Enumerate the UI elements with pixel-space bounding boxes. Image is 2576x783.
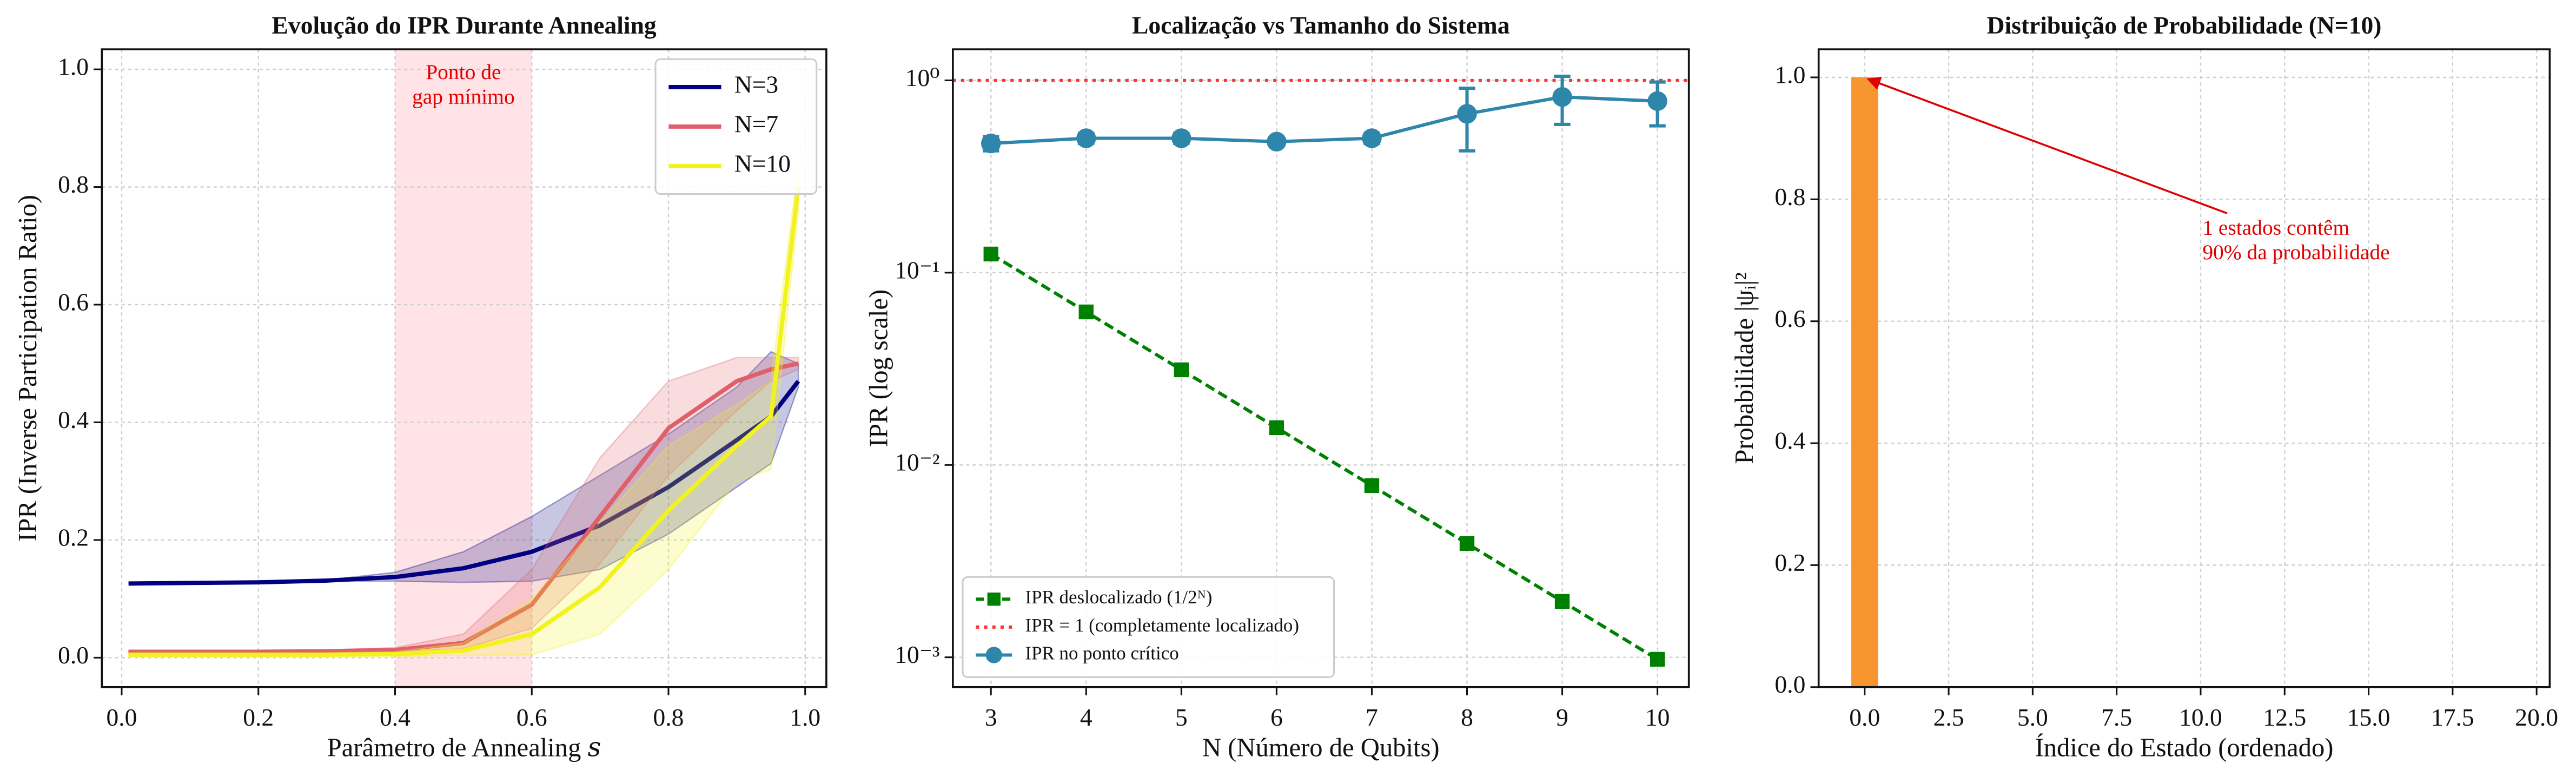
marker	[1457, 104, 1477, 124]
y-axis-label: Probabilidade |ψᵢ|²	[1730, 272, 1759, 464]
y-tick-label: 0.0	[58, 641, 89, 669]
x-axis-label: Parâmetro de Annealing 𝑠	[327, 733, 601, 762]
x-axis-label: N (Número de Qubits)	[1202, 733, 1440, 762]
marker	[1174, 362, 1189, 378]
marker	[1552, 87, 1572, 107]
x-tick-label: 0.4	[380, 703, 410, 731]
bar	[1851, 77, 1878, 687]
marker	[983, 246, 998, 262]
y-tick-label: 0.2	[58, 523, 89, 551]
x-tick-label: 9	[1556, 703, 1568, 731]
x-tick-label: 0.8	[653, 703, 684, 731]
annotation-arrow	[1866, 77, 2228, 214]
legend: IPR deslocalizado (1/2ᴺ) IPR = 1 (complet…	[962, 576, 1335, 679]
marker	[1362, 128, 1382, 148]
marker	[1554, 594, 1570, 609]
annotation-text: 1 estados contêm	[2202, 216, 2349, 240]
series-line	[128, 361, 799, 654]
annotation-text: Ponto de	[426, 60, 501, 84]
series-line	[990, 252, 1659, 661]
subplot: Evolução do IPR Durante Annealing Parâmet…	[13, 11, 827, 762]
legend-label: IPR deslocalizado (1/2ᴺ)	[1025, 587, 1212, 608]
marker	[1269, 420, 1284, 436]
confidence-band	[128, 351, 799, 584]
y-tick-label: 0.8	[1774, 183, 1805, 210]
x-tick-label: 10	[1645, 703, 1670, 731]
x-tick-label: 6	[1270, 703, 1283, 731]
plot-area	[102, 49, 826, 687]
x-tick-label: 12.5	[2263, 703, 2306, 731]
x-tick-label: 0.6	[516, 703, 547, 731]
y-tick-label: 0.6	[1774, 305, 1805, 332]
x-tick-label: 7.5	[2101, 703, 2132, 731]
y-tick-label: 0.8	[58, 170, 89, 198]
x-tick-label: 4	[1080, 703, 1092, 731]
legend-marker	[987, 593, 1001, 606]
series-line	[991, 95, 1658, 146]
marker	[1647, 91, 1667, 111]
y-tick-label: 0.0	[1774, 670, 1805, 698]
y-tick-label: 0.2	[1774, 549, 1805, 576]
subplot-title: Distribuição de Probabilidade (N=10)	[1987, 11, 2382, 39]
marker	[1364, 478, 1380, 494]
y-tick-label: 10⁻³	[895, 641, 939, 668]
y-tick-label: 10⁰	[905, 64, 940, 91]
legend-label: N=10	[734, 149, 791, 177]
legend: N=3 N=7 N=10	[654, 58, 818, 195]
annotation-text: 90% da probabilidade	[2202, 240, 2389, 264]
y-tick-label: 10⁻²	[895, 449, 939, 476]
x-tick-label: 8	[1461, 703, 1473, 731]
subplot: Distribuição de Probabilidade (N=10) Índi…	[1730, 11, 2558, 762]
marker	[981, 133, 1001, 154]
x-tick-label: 5.0	[2017, 703, 2048, 731]
legend-box	[654, 58, 818, 195]
legend-marker	[985, 647, 1002, 663]
axes-frame	[1817, 48, 2551, 688]
x-tick-label: 0.2	[243, 703, 274, 731]
y-tick-label: 0.4	[58, 406, 89, 433]
legend-label: IPR = 1 (completamente localizado)	[1025, 615, 1299, 636]
x-tick-label: 7	[1366, 703, 1378, 731]
y-axis-label: IPR (Inverse Participation Ratio)	[13, 195, 42, 542]
subplot-title: Evolução do IPR Durante Annealing	[272, 11, 657, 39]
x-tick-label: 2.5	[1933, 703, 1964, 731]
y-tick-label: 1.0	[1774, 61, 1805, 88]
y-axis-label: IPR (log scale)	[864, 289, 893, 448]
axes-frame	[952, 48, 1690, 688]
series-line	[128, 379, 800, 586]
plot-area	[1818, 49, 2550, 687]
highlight-span	[395, 49, 532, 687]
marker	[1076, 128, 1096, 148]
x-tick-label: 3	[985, 703, 997, 731]
x-tick-label: 5	[1175, 703, 1188, 731]
x-tick-label: 0.0	[1849, 703, 1880, 731]
x-tick-label: 10.0	[2179, 703, 2222, 731]
marker	[1171, 128, 1191, 148]
marker	[1459, 536, 1475, 551]
series-line	[128, 187, 801, 657]
y-tick-label: 0.4	[1774, 426, 1805, 454]
marker	[1650, 652, 1665, 667]
annotation-text: gap mínimo	[412, 84, 515, 108]
x-tick-label: 20.0	[2515, 703, 2558, 731]
marker	[1267, 131, 1287, 152]
y-tick-label: 10⁻¹	[895, 256, 939, 284]
x-tick-label: 15.0	[2347, 703, 2390, 731]
y-tick-label: 1.0	[58, 53, 89, 81]
x-axis-label: Índice do Estado (ordenado)	[2035, 733, 2334, 762]
y-tick-label: 0.6	[58, 288, 89, 315]
legend-label: N=7	[734, 110, 778, 137]
subplot-title: Localização vs Tamanho do Sistema	[1132, 11, 1510, 39]
x-tick-label: 1.0	[790, 703, 820, 731]
legend-label: N=3	[734, 70, 778, 98]
x-tick-label: 17.5	[2431, 703, 2474, 731]
marker	[1078, 304, 1094, 320]
legend-box	[962, 576, 1335, 679]
axes-frame	[101, 48, 827, 688]
legend-label: IPR no ponto crítico	[1025, 643, 1178, 664]
x-tick-label: 0.0	[107, 703, 137, 731]
